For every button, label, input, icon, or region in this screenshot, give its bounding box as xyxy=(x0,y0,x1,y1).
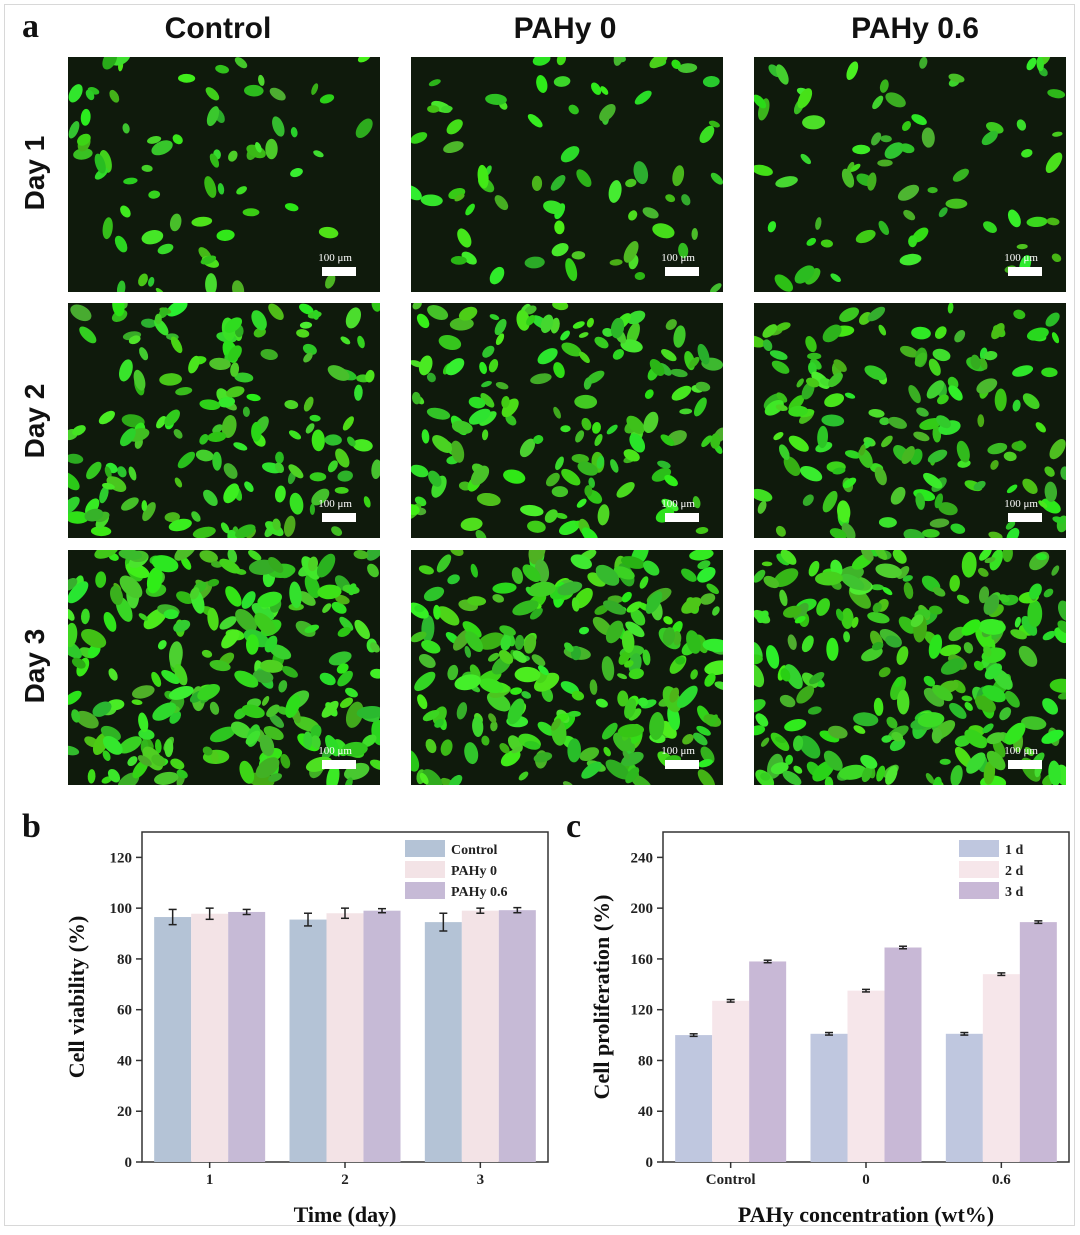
scale-bar xyxy=(1008,267,1042,276)
column-title-pahy-0: PAHy 0 xyxy=(513,12,617,45)
row-title-day-3: Day 3 xyxy=(19,628,50,704)
scale-bar xyxy=(665,513,699,522)
legend-swatch xyxy=(959,861,999,878)
legend-swatch xyxy=(959,840,999,857)
bar xyxy=(154,917,192,1162)
scale-bar-label: 100 μm xyxy=(1004,252,1038,264)
scale-bar-label: 100 μm xyxy=(318,498,352,510)
y-tick-label: 60 xyxy=(117,1003,132,1019)
bar xyxy=(461,910,499,1162)
y-tick-label: 120 xyxy=(631,1003,654,1019)
panel-label-b: b xyxy=(22,808,41,845)
scale-bar xyxy=(322,760,356,769)
scale-bar xyxy=(1008,760,1042,769)
x-tick-label: 1 xyxy=(206,1172,214,1188)
micrograph-day3-control: 100 μm xyxy=(68,550,380,785)
scale-bar xyxy=(665,760,699,769)
y-tick-label: 80 xyxy=(638,1053,653,1069)
bar xyxy=(191,913,229,1162)
micrograph-day1-control: 100 μm xyxy=(68,57,380,292)
chart-c: 0 40 80 120 160 200 240 Control 0 0.6 PAHy concent… xyxy=(585,820,1075,1230)
panel-label-a: a xyxy=(22,8,39,45)
legend-label: Control xyxy=(451,843,498,858)
y-tick-label: 40 xyxy=(638,1104,653,1120)
y-tick-label: 40 xyxy=(117,1053,132,1069)
scale-bar-label: 100 μm xyxy=(661,252,695,264)
y-tick-label: 120 xyxy=(110,850,133,866)
micrograph-day2-pahy-06: 100 μm xyxy=(754,303,1066,538)
x-axis-label: PAHy concentration (wt%) xyxy=(738,1202,994,1227)
x-tick-label: 0 xyxy=(862,1172,870,1188)
scale-bar-label: 100 μm xyxy=(1004,498,1038,510)
scale-bar-label: 100 μm xyxy=(318,252,352,264)
scale-bar-label: 100 μm xyxy=(661,498,695,510)
row-title-day-1: Day 1 xyxy=(19,135,50,211)
bar xyxy=(810,1033,848,1162)
scale-bar xyxy=(322,513,356,522)
micrograph-day3-pahy-0: 100 μm xyxy=(411,550,723,785)
legend-label: 3 d xyxy=(1005,885,1024,900)
bar xyxy=(847,990,885,1162)
y-axis-label: Cell proliferation (%) xyxy=(589,895,614,1100)
legend-swatch xyxy=(405,840,445,857)
bar xyxy=(326,913,364,1162)
bar xyxy=(289,919,327,1162)
scale-bar xyxy=(665,267,699,276)
micrograph-day2-pahy-0: 100 μm xyxy=(411,303,723,538)
legend-swatch xyxy=(405,882,445,899)
legend-swatch xyxy=(405,861,445,878)
micrograph-day1-pahy-0: 100 μm xyxy=(411,57,723,292)
x-tick-label: 2 xyxy=(341,1172,349,1188)
column-title-control: Control xyxy=(164,12,272,45)
x-tick-label: 0.6 xyxy=(992,1172,1011,1188)
scale-bar-label: 100 μm xyxy=(1004,745,1038,757)
x-tick-label: 3 xyxy=(477,1172,485,1188)
y-tick-label: 200 xyxy=(631,901,654,917)
micrograph-day1-pahy-06: 100 μm xyxy=(754,57,1066,292)
bar xyxy=(712,1000,750,1162)
micrograph-day3-pahy-06: 100 μm xyxy=(754,550,1066,785)
bar xyxy=(749,961,787,1162)
y-tick-label: 80 xyxy=(117,952,132,968)
y-axis-label: Cell viability (%) xyxy=(64,916,89,1079)
bar xyxy=(424,922,462,1162)
y-tick-label: 20 xyxy=(117,1104,132,1120)
legend-label: 2 d xyxy=(1005,864,1024,879)
legend-swatch xyxy=(959,882,999,899)
y-tick-label: 0 xyxy=(125,1155,133,1171)
legend-label: 1 d xyxy=(1005,843,1024,858)
y-tick-label: 100 xyxy=(110,901,133,917)
scale-bar-label: 100 μm xyxy=(318,745,352,757)
x-axis-label: Time (day) xyxy=(294,1202,397,1227)
legend-label: PAHy 0.6 xyxy=(451,885,508,900)
x-tick-label: Control xyxy=(706,1172,756,1188)
scale-bar-label: 100 μm xyxy=(661,745,695,757)
bar xyxy=(945,1033,983,1162)
legend-label: PAHy 0 xyxy=(451,864,497,879)
bar xyxy=(982,974,1020,1162)
scale-bar xyxy=(1008,513,1042,522)
y-tick-label: 160 xyxy=(631,952,654,968)
bar xyxy=(363,910,401,1162)
bar xyxy=(675,1035,713,1162)
panel-label-c: c xyxy=(566,808,582,845)
bar xyxy=(884,947,922,1162)
bar xyxy=(228,911,266,1162)
scale-bar xyxy=(322,267,356,276)
figure-frame xyxy=(4,4,1075,1226)
y-tick-label: 0 xyxy=(646,1155,654,1171)
bar xyxy=(1019,922,1057,1162)
y-tick-label: 240 xyxy=(631,850,654,866)
bar xyxy=(498,910,536,1162)
column-title-pahy-06: PAHy 0.6 xyxy=(851,12,979,45)
row-title-day-2: Day 2 xyxy=(19,383,50,459)
chart-b: 0 20 40 60 80 100 120 1 2 3 Time (day) Cell viabili… xyxy=(60,820,550,1230)
micrograph-day2-control: 100 μm xyxy=(68,303,380,538)
